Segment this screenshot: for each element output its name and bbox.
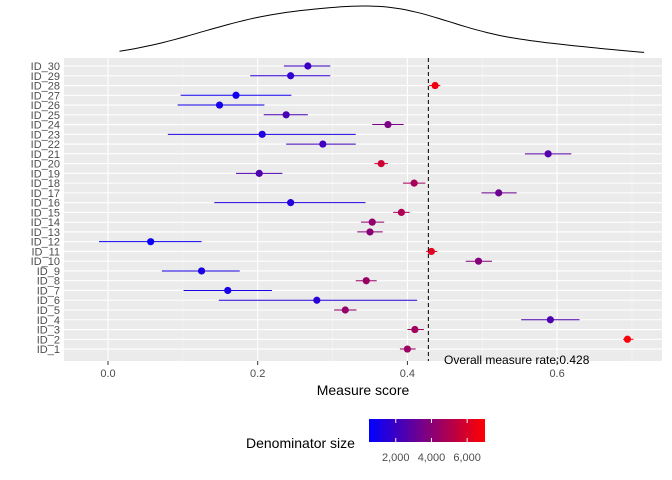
y-tick-label: ID_29 — [31, 71, 60, 83]
y-tick-label: ID_19 — [31, 168, 60, 180]
y-tick-label: ID_3 — [37, 325, 60, 337]
data-point — [255, 169, 263, 177]
y-tick-label: ID_12 — [31, 237, 60, 249]
data-point — [319, 140, 327, 148]
data-point — [304, 62, 312, 70]
data-point — [410, 179, 418, 187]
x-tick-label: 0.2 — [250, 368, 265, 380]
data-point — [623, 335, 632, 343]
y-tick-label: ID_20 — [31, 159, 60, 171]
legend: Denominator size 2,000 4,000 6,000 — [246, 419, 485, 464]
plot-panel — [64, 58, 662, 361]
y-tick-label: ID_27 — [31, 90, 60, 102]
data-point — [224, 286, 232, 295]
data-point — [397, 208, 406, 216]
y-tick-label: ID_10 — [31, 256, 60, 268]
x-tick-label: 0.0 — [100, 368, 115, 380]
x-axis: 0.0 0.2 0.4 0.6 — [100, 361, 565, 380]
overall-rate-label: Overall measure rate:0.428 — [444, 353, 590, 367]
data-point — [546, 316, 554, 324]
data-point — [368, 218, 376, 226]
data-point — [313, 296, 321, 304]
y-tick-label: ID_22 — [31, 139, 60, 151]
y-tick-label: ID_18 — [31, 178, 60, 190]
y-tick-label: ID_25 — [31, 110, 60, 122]
data-point — [147, 238, 155, 246]
y-tick-label: ID_4 — [37, 315, 60, 327]
data-point — [544, 150, 552, 158]
data-point — [377, 160, 385, 168]
data-points — [147, 62, 632, 353]
y-tick-label: ID_30 — [31, 61, 60, 73]
y-tick-label: ID_1 — [37, 344, 60, 356]
legend-tick-label: 6,000 — [453, 452, 481, 464]
y-tick-label: ID_16 — [31, 198, 60, 210]
y-tick-label: ID_23 — [31, 129, 60, 141]
data-point — [431, 81, 439, 90]
y-tick-label: ID_9 — [37, 266, 60, 278]
legend-tick-label: 2,000 — [382, 452, 410, 464]
data-point — [282, 111, 290, 119]
y-tick-label: ID_15 — [31, 207, 60, 219]
data-point — [287, 199, 295, 207]
data-point — [197, 267, 206, 275]
data-point — [287, 72, 295, 80]
data-point — [215, 101, 224, 109]
data-point — [411, 325, 419, 334]
data-point — [495, 189, 503, 197]
y-tick-label: ID_2 — [37, 334, 60, 346]
data-point — [427, 247, 435, 256]
data-point — [362, 277, 370, 285]
y-tick-label: ID_6 — [37, 295, 60, 307]
data-point — [341, 306, 349, 314]
y-tick-label: ID_24 — [31, 120, 60, 132]
legend-tick-label: 4,000 — [418, 452, 446, 464]
data-point — [232, 91, 240, 99]
y-tick-label: ID_14 — [31, 217, 60, 229]
data-point — [474, 257, 483, 265]
legend-title: Denominator size — [246, 435, 355, 451]
y-tick-label: ID_7 — [37, 285, 60, 297]
y-tick-label: ID_21 — [31, 149, 60, 161]
data-point — [258, 130, 266, 138]
x-axis-title: Measure score — [317, 382, 410, 398]
x-tick-label: 0.6 — [549, 368, 564, 380]
data-point — [403, 345, 411, 353]
x-tick-label: 0.4 — [400, 368, 415, 380]
legend-colorbar — [369, 419, 485, 442]
y-tick-label: ID_8 — [37, 276, 60, 288]
data-point — [366, 228, 374, 236]
y-tick-label: ID_5 — [37, 305, 60, 317]
density-curve — [119, 5, 645, 53]
y-tick-label: ID_28 — [31, 81, 60, 93]
y-tick-label: ID_11 — [31, 246, 60, 258]
y-axis-labels: ID_1ID_2ID_3ID_4ID_5ID_6ID_7ID_8ID_9ID_1… — [31, 61, 60, 356]
y-tick-label: ID_13 — [31, 227, 60, 239]
legend-ticks: 2,000 4,000 6,000 — [382, 419, 481, 464]
data-point — [384, 120, 392, 129]
y-tick-label: ID_26 — [31, 100, 60, 112]
y-tick-label: ID_17 — [31, 188, 60, 200]
